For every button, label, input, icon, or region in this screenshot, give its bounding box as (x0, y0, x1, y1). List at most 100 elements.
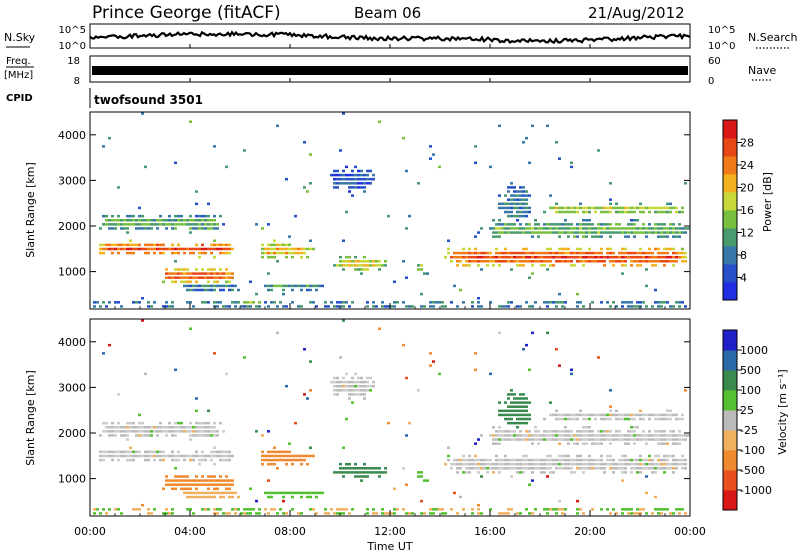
power-cell (507, 251, 510, 255)
velocity-cell (663, 467, 666, 470)
velocity-cell (357, 467, 360, 470)
velocity-cell (600, 454, 603, 458)
power-cell (531, 251, 534, 255)
velocity-cell (480, 475, 483, 478)
velocity-cell (564, 434, 567, 437)
velocity-cell (351, 384, 354, 388)
power-cell (549, 260, 552, 263)
velocity-cell (198, 479, 201, 482)
power-cell (297, 251, 300, 255)
velocity-cell (144, 454, 147, 458)
velocity-cell (228, 479, 231, 482)
power-cell (669, 202, 672, 206)
velocity-cell (621, 508, 624, 511)
power-cell (273, 247, 276, 251)
power-cell (627, 231, 630, 234)
velocity-cell (195, 409, 198, 413)
power-cell (348, 186, 351, 189)
velocity-cell (681, 462, 684, 466)
power-cell (393, 301, 396, 304)
velocity-cell (477, 508, 480, 511)
velocity-cell (270, 458, 273, 462)
velocity-cell (153, 508, 156, 511)
power-cell (525, 202, 528, 206)
velocity-cell (468, 458, 471, 462)
velocity-cell (630, 458, 633, 462)
power-cell (660, 235, 663, 238)
velocity-cell (105, 430, 108, 433)
velocity-cell (435, 508, 438, 511)
power-cell (543, 260, 546, 263)
velocity-cell (573, 417, 576, 421)
power-cell (525, 260, 528, 263)
velocity-cell (225, 454, 228, 458)
power-cell (267, 243, 270, 247)
power-cell (522, 214, 525, 218)
velocity-cell (144, 425, 147, 429)
velocity-colorbar-swatch (723, 370, 737, 391)
power-cell (600, 260, 603, 263)
power-cell (288, 235, 291, 238)
power-cell (216, 247, 219, 251)
velocity-cell (273, 446, 276, 450)
velocity-cell (186, 487, 189, 491)
power-cell (519, 194, 522, 197)
velocity-cell (630, 438, 633, 441)
power-cell (303, 247, 306, 251)
velocity-cell (228, 450, 231, 454)
power-cell (210, 223, 213, 226)
velocity-cell (615, 430, 618, 433)
power-cell (459, 288, 462, 292)
velocity-cell (480, 434, 483, 437)
power-cell (462, 264, 465, 267)
power-cell (663, 264, 666, 267)
power-cell (675, 260, 678, 263)
velocity-cell (672, 442, 675, 445)
velocity-cell (648, 434, 651, 437)
velocity-cell (201, 495, 204, 499)
power-cell (579, 206, 582, 210)
velocity-cell (633, 467, 636, 470)
velocity-cell (672, 462, 675, 466)
velocity-cell (501, 467, 504, 470)
velocity-cell (495, 467, 498, 470)
velocity-cell (411, 512, 414, 515)
power-cell (528, 223, 531, 226)
velocity-cell (213, 425, 216, 429)
velocity-cell (612, 467, 615, 470)
power-cell (606, 231, 609, 234)
power-cell (561, 251, 564, 255)
power-cell (624, 235, 627, 238)
velocity-cell (657, 458, 660, 462)
power-cell (342, 177, 345, 181)
velocity-cell (468, 471, 471, 474)
power-cell (495, 231, 498, 234)
power-cell (507, 231, 510, 234)
power-cell (363, 190, 366, 193)
power-cell (594, 260, 597, 263)
power-cell (153, 301, 156, 304)
power-cell (192, 218, 195, 222)
velocity-cell (636, 512, 639, 515)
noise-right-tick-bottom: 10^0 (708, 41, 735, 52)
power-cell (558, 223, 561, 226)
power-cell (504, 251, 507, 255)
power-cell (105, 305, 108, 308)
velocity-cell (111, 450, 114, 454)
power-cell (654, 255, 657, 259)
velocity-cell (405, 512, 408, 515)
power-cell (243, 149, 246, 152)
velocity-cell (612, 434, 615, 437)
velocity-cell (159, 450, 162, 454)
power-cell (594, 231, 597, 234)
velocity-cell (366, 471, 369, 474)
power-cell (159, 218, 162, 222)
velocity-cell (360, 475, 363, 478)
velocity-cell (663, 417, 666, 421)
velocity-cell (345, 417, 348, 421)
velocity-cell (582, 430, 585, 433)
velocity-cell (648, 438, 651, 441)
power-cell (546, 301, 549, 304)
power-cell (138, 214, 141, 218)
power-cell (525, 194, 528, 197)
